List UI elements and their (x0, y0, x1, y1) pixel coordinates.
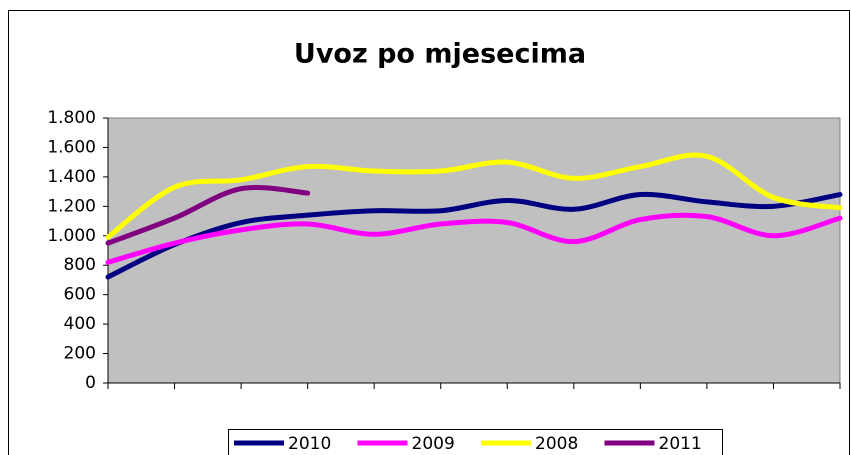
legend-label: 2008 (535, 434, 578, 454)
y-tick-label: 200 (64, 344, 96, 364)
y-tick-label: 800 (64, 255, 96, 275)
y-tick-label: 0 (85, 373, 96, 393)
legend-label: 2009 (412, 434, 455, 454)
chart-title: Uvoz po mjesecima (294, 39, 586, 70)
y-tick-label: 1.600 (47, 137, 96, 157)
plot-area (107, 117, 841, 384)
series-line (105, 191, 843, 280)
legend-label: 2010 (288, 434, 331, 454)
y-tick-label: 1.000 (47, 226, 96, 246)
y-tick-label: 600 (64, 285, 96, 305)
y-tick-label: 400 (64, 314, 96, 334)
y-tick-label: 1.800 (47, 108, 96, 128)
y-tick-label: 1.400 (47, 167, 96, 187)
series-line (105, 184, 311, 246)
legend-label: 2011 (659, 434, 702, 454)
y-tick-label: 1.200 (47, 196, 96, 216)
series-line (105, 212, 843, 265)
series-line (105, 152, 843, 240)
